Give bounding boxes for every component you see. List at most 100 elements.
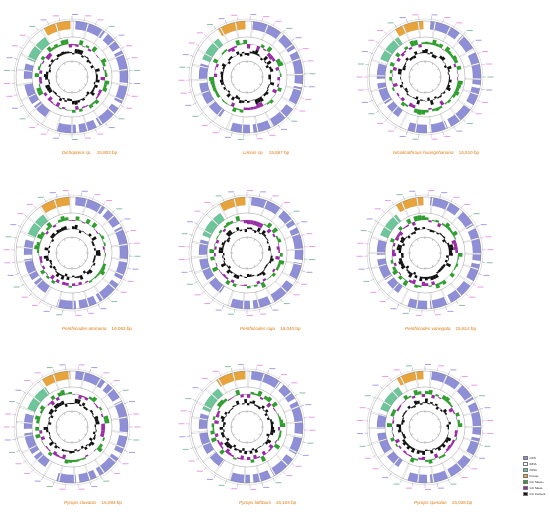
gc-content-bar [407, 409, 409, 411]
gc-skew-bar [275, 266, 280, 271]
gc-content-bar [401, 431, 404, 435]
gc-content-bar [66, 450, 70, 452]
gc-content-bar [399, 84, 404, 88]
gene-label-leader [467, 465, 471, 468]
gene-label-leader [22, 460, 26, 463]
gc-skew-bar [425, 41, 429, 45]
gc-skew-bar [260, 281, 267, 289]
trna-tick [248, 196, 251, 214]
gene-label-leader [203, 467, 207, 471]
gene-label-mark [393, 369, 400, 371]
gc-skew-bar [49, 100, 54, 104]
gene-label-leader [474, 455, 478, 458]
scale-ring [230, 60, 264, 94]
gc-content-bar [446, 434, 449, 438]
gc-skew-bar [411, 279, 417, 285]
gc-content-bar [95, 429, 97, 433]
gene-label-mark [305, 98, 312, 100]
gene-label-mark [377, 30, 384, 32]
gc-content-bar [259, 272, 263, 276]
gc-skew-bar [443, 450, 448, 454]
gene-label-mark [29, 127, 36, 129]
gc-skew-bar [102, 87, 108, 93]
gc-content-bar [401, 255, 404, 258]
gene-label-mark [111, 301, 118, 303]
gc-content-bar [232, 231, 235, 234]
gene-label-mark [192, 115, 199, 117]
gene-label-mark [368, 39, 375, 41]
gc-content-bar [447, 81, 450, 85]
gc-content-bar [417, 53, 421, 55]
gc-skew-bar [100, 430, 105, 434]
gc-skew-bar [421, 456, 425, 460]
gc-content-bar [444, 439, 449, 444]
gc-skew-bar [61, 106, 66, 110]
gc-content-bar [235, 55, 238, 57]
gc-skew-bar [252, 220, 258, 226]
gene-label-leader [92, 195, 95, 200]
gc-content-bar [232, 405, 235, 408]
gc-content-bar [445, 414, 447, 418]
gc-skew-bar [103, 83, 108, 89]
legend: CDS tRNA rRNA D-loop GC Skew+ GC Skew- G… [523, 455, 549, 497]
gc-content-bar [93, 415, 99, 420]
gc-skew-bar [247, 107, 251, 110]
gene-label-mark [364, 457, 371, 459]
gc-skew-bar [417, 109, 422, 115]
scale-tick [411, 259, 413, 262]
gc-skew-bar [72, 394, 76, 395]
gene-label-mark [182, 448, 189, 450]
gc-skew-bar [55, 396, 60, 402]
gc-content-bar [417, 227, 421, 231]
legend-label-cds: CDS [529, 456, 536, 460]
scale-tick [431, 265, 434, 267]
gc-content-bar [261, 230, 267, 236]
scale-ring [408, 236, 442, 270]
gc-skew-bar [407, 395, 412, 399]
gene-label-mark [359, 445, 366, 447]
gc-content-bar [244, 450, 247, 455]
gene-label-leader [118, 391, 122, 394]
gene-label-mark [8, 401, 15, 403]
scale-tick [259, 83, 261, 86]
gene-label-mark [218, 484, 225, 486]
gene-label-mark [301, 221, 308, 223]
gene-label-mark [487, 433, 494, 435]
gc-skew-bar [243, 220, 247, 224]
scale-ring [408, 60, 442, 94]
gc-skew-bar [216, 401, 223, 408]
gc-skew-bar [55, 222, 59, 225]
gene-label-mark [59, 364, 66, 366]
gc-skew-bar [278, 259, 285, 265]
gene-label-leader [415, 192, 417, 197]
gc-skew-bar [68, 109, 72, 111]
gene-label-mark [293, 210, 300, 212]
gc-skew-bar [61, 454, 67, 460]
gc-skew-bar [277, 427, 280, 431]
gene-label-leader [222, 305, 224, 309]
gene-label-leader [448, 479, 450, 483]
gene-label-leader [62, 309, 64, 314]
gene-label-leader [110, 381, 113, 385]
gc-content-bar [447, 431, 449, 435]
gene-label-leader [13, 94, 18, 96]
gene-label-leader [282, 471, 286, 475]
gc-content-bar [445, 86, 451, 92]
scale-tick [233, 244, 235, 247]
gc-skew-bar [39, 70, 43, 74]
scale-tick [416, 439, 419, 441]
gene-label-leader [301, 270, 306, 272]
species-name-7: Pyrops clavatus [64, 500, 97, 505]
gc-skew-bar [436, 222, 442, 228]
gc-content-bar [49, 408, 55, 413]
gc-skew-bar [397, 275, 403, 281]
gene-label-mark [399, 17, 406, 19]
gene-label-mark [3, 69, 10, 71]
gene-label-leader [272, 477, 275, 482]
gc-content-bar [66, 276, 70, 281]
gc-skew-bar [94, 99, 100, 105]
gc-content-bar [232, 272, 235, 275]
gc-content-bar [446, 424, 449, 427]
gc-skew-bar [209, 249, 215, 253]
scale-tick [58, 244, 60, 247]
